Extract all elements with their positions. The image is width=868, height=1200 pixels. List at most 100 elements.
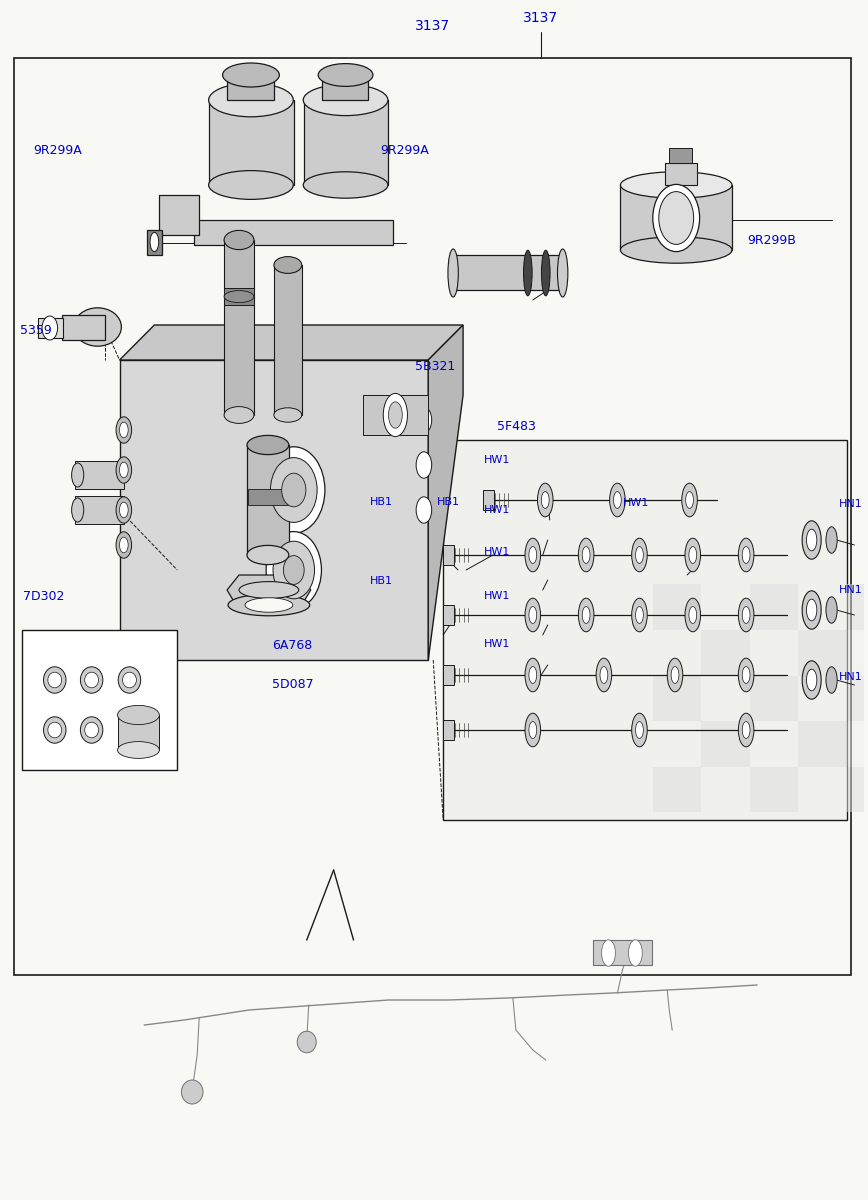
Text: 7D302: 7D302 bbox=[23, 590, 65, 602]
Ellipse shape bbox=[632, 599, 648, 631]
Ellipse shape bbox=[529, 721, 536, 738]
Ellipse shape bbox=[150, 233, 159, 252]
Ellipse shape bbox=[529, 547, 536, 563]
Ellipse shape bbox=[303, 172, 388, 198]
Ellipse shape bbox=[297, 1031, 316, 1052]
Bar bbox=[798, 630, 846, 676]
Bar bbox=[274, 265, 302, 415]
Ellipse shape bbox=[117, 706, 160, 725]
Ellipse shape bbox=[74, 307, 122, 346]
Text: 9R299B: 9R299B bbox=[747, 234, 797, 246]
Bar bbox=[443, 665, 454, 684]
Ellipse shape bbox=[247, 545, 289, 565]
Polygon shape bbox=[227, 575, 311, 610]
Bar bbox=[322, 74, 369, 100]
Bar bbox=[62, 314, 104, 340]
Bar bbox=[665, 163, 697, 185]
Ellipse shape bbox=[525, 538, 541, 571]
Text: HW1: HW1 bbox=[622, 498, 648, 508]
Bar bbox=[75, 496, 124, 524]
Bar bbox=[209, 100, 293, 185]
Ellipse shape bbox=[671, 667, 679, 683]
Ellipse shape bbox=[43, 667, 66, 694]
Ellipse shape bbox=[284, 556, 304, 584]
Text: HW1: HW1 bbox=[484, 505, 510, 515]
Ellipse shape bbox=[609, 484, 625, 517]
Ellipse shape bbox=[116, 416, 132, 443]
Bar bbox=[653, 676, 701, 721]
Polygon shape bbox=[428, 325, 464, 660]
Bar bbox=[750, 676, 798, 721]
Ellipse shape bbox=[614, 492, 621, 509]
Bar bbox=[669, 148, 692, 163]
Bar bbox=[443, 605, 454, 624]
Bar bbox=[653, 767, 701, 812]
Bar bbox=[653, 721, 701, 767]
Ellipse shape bbox=[389, 402, 402, 428]
Ellipse shape bbox=[117, 742, 160, 758]
Bar bbox=[701, 767, 750, 812]
Ellipse shape bbox=[208, 83, 293, 116]
Ellipse shape bbox=[742, 547, 750, 563]
Text: 5359: 5359 bbox=[20, 324, 52, 336]
Bar bbox=[75, 461, 124, 490]
Ellipse shape bbox=[228, 594, 310, 616]
Bar bbox=[444, 440, 846, 820]
Ellipse shape bbox=[802, 590, 821, 629]
Ellipse shape bbox=[537, 484, 553, 517]
Ellipse shape bbox=[523, 251, 532, 295]
Ellipse shape bbox=[529, 607, 536, 624]
Bar bbox=[653, 584, 701, 630]
Ellipse shape bbox=[632, 713, 648, 746]
Text: HW1: HW1 bbox=[484, 455, 510, 464]
Polygon shape bbox=[120, 325, 464, 360]
Ellipse shape bbox=[542, 251, 550, 295]
Ellipse shape bbox=[635, 721, 643, 738]
Ellipse shape bbox=[806, 529, 817, 551]
Ellipse shape bbox=[416, 497, 431, 523]
Ellipse shape bbox=[685, 538, 700, 571]
Ellipse shape bbox=[81, 716, 103, 743]
Ellipse shape bbox=[826, 667, 837, 694]
Bar bbox=[443, 545, 454, 565]
Ellipse shape bbox=[274, 257, 302, 274]
Ellipse shape bbox=[222, 62, 279, 86]
Bar bbox=[38, 318, 62, 338]
Ellipse shape bbox=[266, 532, 321, 608]
Ellipse shape bbox=[274, 408, 302, 422]
Ellipse shape bbox=[739, 538, 754, 571]
Ellipse shape bbox=[85, 672, 99, 688]
Bar bbox=[846, 584, 868, 630]
Ellipse shape bbox=[659, 192, 694, 245]
Ellipse shape bbox=[826, 596, 837, 623]
Text: 9R299A: 9R299A bbox=[380, 144, 429, 156]
Ellipse shape bbox=[72, 463, 83, 487]
Bar bbox=[750, 767, 798, 812]
Ellipse shape bbox=[582, 607, 590, 624]
Ellipse shape bbox=[739, 658, 754, 691]
Bar bbox=[120, 360, 428, 660]
Ellipse shape bbox=[689, 607, 697, 624]
Bar bbox=[846, 721, 868, 767]
Text: HW1: HW1 bbox=[484, 547, 510, 557]
Ellipse shape bbox=[621, 172, 732, 198]
Text: parts: parts bbox=[294, 544, 372, 572]
Ellipse shape bbox=[525, 658, 541, 691]
Bar bbox=[621, 185, 732, 250]
Ellipse shape bbox=[653, 185, 700, 252]
Ellipse shape bbox=[621, 236, 732, 263]
Text: 5D087: 5D087 bbox=[273, 678, 314, 690]
Bar bbox=[701, 630, 750, 676]
Bar bbox=[148, 230, 162, 254]
Ellipse shape bbox=[116, 457, 132, 484]
Ellipse shape bbox=[742, 667, 750, 683]
Ellipse shape bbox=[120, 422, 128, 438]
Bar bbox=[798, 767, 846, 812]
Ellipse shape bbox=[632, 538, 648, 571]
Ellipse shape bbox=[120, 462, 128, 478]
Ellipse shape bbox=[263, 446, 325, 533]
Bar bbox=[248, 490, 288, 505]
Ellipse shape bbox=[85, 722, 99, 738]
Ellipse shape bbox=[635, 607, 643, 624]
Ellipse shape bbox=[48, 672, 62, 688]
